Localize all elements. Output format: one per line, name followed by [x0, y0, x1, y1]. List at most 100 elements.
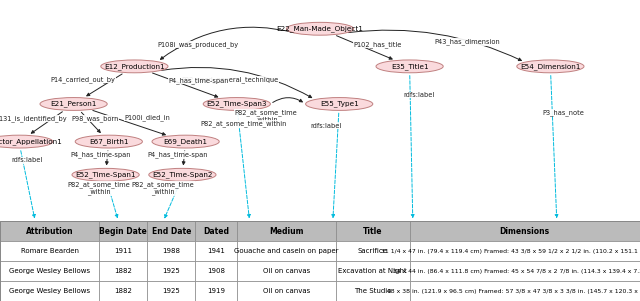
Bar — [195, 261, 237, 281]
FancyArrowPatch shape — [348, 30, 522, 61]
Text: 34 x 44 in. (86.4 x 111.8 cm) Framed: 45 x 54 7/8 x 2 7/8 in. (114.3 x 139.4 x 7: 34 x 44 in. (86.4 x 111.8 cm) Framed: 45… — [393, 268, 640, 274]
Text: 1882: 1882 — [115, 288, 132, 294]
FancyArrowPatch shape — [108, 184, 118, 218]
Bar — [147, 221, 195, 241]
Text: 1882: 1882 — [115, 268, 132, 274]
Bar — [410, 281, 640, 301]
Ellipse shape — [76, 135, 143, 148]
Text: 1941: 1941 — [207, 248, 225, 254]
Bar — [0, 221, 99, 241]
Bar — [99, 261, 147, 281]
Text: Romare Bearden: Romare Bearden — [20, 248, 79, 254]
Bar — [237, 281, 336, 301]
Text: E35_Title1: E35_Title1 — [391, 63, 428, 70]
Text: The Studio: The Studio — [354, 288, 392, 294]
Text: 1919: 1919 — [207, 288, 225, 294]
Ellipse shape — [306, 98, 373, 110]
Text: Medium: Medium — [269, 227, 303, 236]
Ellipse shape — [152, 135, 219, 148]
Bar — [99, 221, 147, 241]
Text: E21_Person1: E21_Person1 — [51, 101, 97, 107]
Text: P102_has_title: P102_has_title — [353, 41, 402, 48]
Text: Title: Title — [363, 227, 383, 236]
Text: Attribution: Attribution — [26, 227, 74, 236]
Text: P82_at_some_time
_within: P82_at_some_time _within — [132, 181, 195, 195]
Text: rdfs:label: rdfs:label — [404, 92, 435, 98]
Ellipse shape — [204, 98, 271, 110]
FancyArrowPatch shape — [152, 73, 218, 97]
Text: E82_Actor_Appellation1: E82_Actor_Appellation1 — [0, 138, 62, 145]
Ellipse shape — [101, 60, 168, 73]
Bar — [195, 241, 237, 261]
Text: P4_has_time-span: P4_has_time-span — [71, 151, 131, 158]
Text: P3_has_note: P3_has_note — [542, 110, 584, 116]
Text: Oil on canvas: Oil on canvas — [263, 268, 310, 274]
Text: E12_Production1: E12_Production1 — [104, 63, 164, 70]
Text: P82_at_some_time
_within: P82_at_some_time _within — [68, 181, 131, 195]
Bar — [147, 261, 195, 281]
Bar — [336, 261, 410, 281]
FancyArrowPatch shape — [410, 76, 414, 217]
Text: P82_at_some_time_within: P82_at_some_time_within — [200, 120, 286, 127]
Text: 1908: 1908 — [207, 268, 225, 274]
FancyArrowPatch shape — [332, 113, 339, 217]
Ellipse shape — [376, 60, 444, 73]
Text: 31 1/4 x 47 in. (79.4 x 119.4 cm) Framed: 43 3/8 x 59 1/2 x 2 1/2 in. (110.2 x 1: 31 1/4 x 47 in. (79.4 x 119.4 cm) Framed… — [381, 249, 640, 254]
Text: Excavation at Night: Excavation at Night — [339, 268, 407, 274]
Bar — [336, 281, 410, 301]
Text: P131_is_identified_by: P131_is_identified_by — [0, 115, 67, 122]
Ellipse shape — [148, 168, 216, 181]
Text: Oil on canvas: Oil on canvas — [263, 288, 310, 294]
FancyArrowPatch shape — [337, 36, 392, 59]
Bar — [99, 241, 147, 261]
Text: P43_has_dimension: P43_has_dimension — [435, 39, 500, 45]
Ellipse shape — [0, 135, 52, 148]
Text: rdfs:label: rdfs:label — [311, 123, 342, 129]
Bar — [410, 261, 640, 281]
Bar — [336, 221, 410, 241]
FancyArrowPatch shape — [237, 113, 250, 217]
Text: rdfs:label: rdfs:label — [12, 157, 42, 163]
Bar — [195, 281, 237, 301]
Text: George Wesley Bellows: George Wesley Bellows — [9, 268, 90, 274]
Text: 1925: 1925 — [163, 268, 180, 274]
Ellipse shape — [72, 168, 140, 181]
Text: Sacrifice: Sacrifice — [358, 248, 388, 254]
FancyArrowPatch shape — [106, 151, 108, 165]
Text: E55_Type1: E55_Type1 — [320, 101, 358, 107]
Bar — [237, 241, 336, 261]
Text: 1988: 1988 — [162, 248, 180, 254]
Text: P82_at_some_time
_within: P82_at_some_time _within — [234, 109, 297, 123]
FancyArrowPatch shape — [20, 151, 35, 217]
Text: E69_Death1: E69_Death1 — [164, 138, 207, 145]
Text: P100i_died_in: P100i_died_in — [124, 114, 170, 121]
FancyArrowPatch shape — [81, 112, 100, 132]
Text: P4_has_time-span: P4_has_time-span — [168, 77, 228, 84]
FancyArrowPatch shape — [182, 151, 185, 165]
Text: 1925: 1925 — [163, 288, 180, 294]
FancyArrowPatch shape — [87, 74, 122, 96]
Ellipse shape — [287, 22, 354, 35]
Bar — [410, 221, 640, 241]
Text: E52_Time-Span1: E52_Time-Span1 — [76, 171, 136, 178]
Text: Gouache and casein on paper: Gouache and casein on paper — [234, 248, 339, 254]
FancyArrowPatch shape — [273, 98, 302, 102]
Bar — [0, 261, 99, 281]
Text: P4_has_time-span: P4_has_time-span — [148, 151, 208, 158]
Text: E54_Dimension1: E54_Dimension1 — [520, 63, 580, 70]
FancyArrowPatch shape — [93, 110, 165, 135]
Text: 1911: 1911 — [114, 248, 132, 254]
Bar — [0, 281, 99, 301]
Bar — [99, 281, 147, 301]
Text: End Date: End Date — [152, 227, 191, 236]
FancyArrowPatch shape — [161, 27, 294, 59]
Text: Dimensions: Dimensions — [500, 227, 550, 236]
Text: Dated: Dated — [203, 227, 229, 236]
Ellipse shape — [40, 98, 108, 110]
Text: E67_Birth1: E67_Birth1 — [89, 138, 129, 145]
FancyArrowPatch shape — [161, 67, 312, 98]
Bar — [237, 261, 336, 281]
Text: E52_Time-Span2: E52_Time-Span2 — [152, 171, 212, 178]
Text: P98_was_born: P98_was_born — [71, 115, 118, 122]
Text: P108i_was_produced_by: P108i_was_produced_by — [158, 41, 239, 48]
